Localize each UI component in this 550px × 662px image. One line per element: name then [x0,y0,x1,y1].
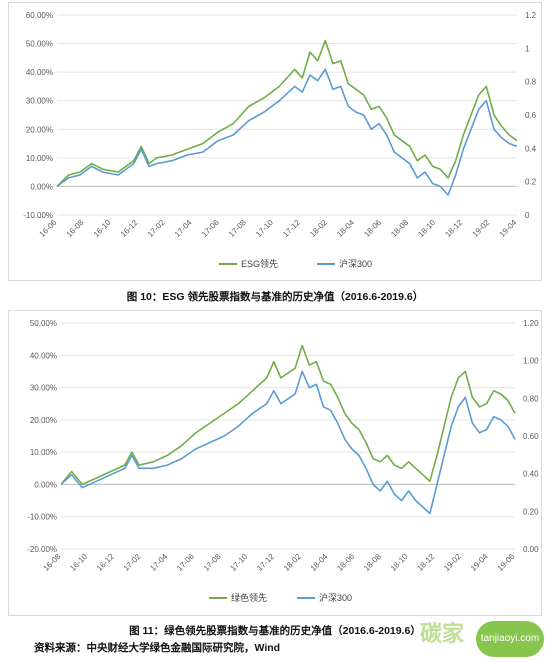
caption-esg: 图 10：ESG 领先股票指数与基准的历史净值（2016.6-2019.6） [126,291,424,303]
x-tick-label: 18-10 [416,218,437,239]
x-tick-label: 19-06 [496,552,517,573]
y-left-tick-label: 0.00% [34,480,57,489]
y-left-tick-label: 40.00% [26,68,53,77]
x-tick-label: 18-08 [362,552,383,573]
x-tick-label: 19-04 [498,218,519,239]
x-tick-label: 17-12 [281,218,302,239]
y-left-tick-label: 10.00% [30,448,57,457]
y-right-tick-label: 0.80 [523,394,539,403]
x-tick-label: 17-10 [229,552,250,573]
x-tick-label: 18-12 [443,218,464,239]
y-left-tick-label: 40.00% [30,351,57,360]
y-right-tick-label: 0 [525,211,530,220]
x-tick-label: 16-10 [68,552,89,573]
watermark-brand: 碳家 [420,622,465,647]
series-line-benchmark [60,370,516,515]
legend-label: ESG领先 [241,258,278,269]
watermark-badge: tanjiaoyi.com [476,621,544,657]
y-left-tick-label: 30.00% [30,384,57,393]
x-tick-label: 16-10 [92,218,113,239]
x-tick-label: 18-12 [415,552,436,573]
y-right-tick-label: 0.40 [523,470,539,479]
legend-label: 沪深300 [339,258,372,269]
x-tick-label: 17-06 [200,218,221,239]
y-right-tick-label: 1 [525,44,530,53]
y-right-tick-label: 0.60 [523,432,539,441]
chart-green: 50.00% 40.00% 30.00% 20.00% 10.00% 0.00% -10.0… [27,319,539,603]
y-right-tick-label: 0.20 [523,507,539,516]
x-tick-label: 18-02 [282,552,303,573]
y-left-tick-label: 50.00% [30,319,57,328]
y-left-tick-label: 0.00% [30,182,53,191]
y-right-tick-label: 0.00 [523,545,539,554]
chart-green-container: 50.00% 40.00% 30.00% 20.00% 10.00% 0.00% -10.0… [8,310,542,616]
series-line-index [56,39,518,187]
caption-green: 图 11：绿色领先股票指数与基准的历史净值（2016.6-2019.6） [129,625,421,637]
y-left-tick-label: -10.00% [27,513,57,522]
x-tick-label: 18-10 [389,552,410,573]
y-right-tick-label: 0.8 [525,78,537,87]
x-tick-label: 16-08 [42,552,63,573]
x-tick-label: 19-04 [469,552,490,573]
x-tick-label: 19-02 [442,552,463,573]
chart-esg-container: 60.00% 50.00% 40.00% 30.00% 20.00% 10.00% 0.00… [8,2,542,281]
x-tick-label: 16-12 [95,552,116,573]
y-left-tick-label: 60.00% [26,11,53,20]
y-left-tick-label: 20.00% [26,125,53,134]
x-tick-label: 16-12 [119,218,140,239]
y-left-tick-label: 10.00% [26,154,53,163]
x-tick-label: 17-04 [173,218,194,239]
x-tick-label: 17-08 [227,218,248,239]
y-left-tick-label: -20.00% [27,545,57,554]
x-tick-label: 18-06 [362,218,383,239]
x-tick-label: 19-02 [471,218,492,239]
y-right-tick-label: 0.2 [525,178,537,187]
x-tick-label: 18-06 [335,552,356,573]
series-line-index [60,344,516,486]
chart-esg: 60.00% 50.00% 40.00% 30.00% 20.00% 10.00% 0.00… [23,11,537,269]
x-tick-label: 17-06 [175,552,196,573]
y-right-tick-label: 1.00 [523,357,539,366]
y-left-tick-label: 30.00% [26,97,53,106]
x-tick-label: 18-04 [309,552,330,573]
y-right-tick-label: 1.2 [525,11,537,20]
y-right-tick-label: 1.20 [523,319,539,328]
x-tick-label: 17-10 [254,218,275,239]
x-tick-label: 18-02 [308,218,329,239]
y-right-tick-label: 0.6 [525,111,537,120]
x-tick-label: 17-04 [148,552,169,573]
y-left-tick-label: -10.00% [23,211,53,220]
x-tick-label: 18-04 [335,218,356,239]
x-tick-label: 17-02 [146,218,167,239]
y-right-tick-label: 0.4 [525,144,537,153]
y-left-tick-label: 50.00% [26,40,53,49]
legend-label: 绿色领先 [231,592,267,603]
y-left-tick-label: 20.00% [30,416,57,425]
x-tick-label: 17-02 [122,552,143,573]
x-tick-label: 17-08 [202,552,223,573]
x-tick-label: 17-12 [255,552,276,573]
series-line-benchmark [56,68,518,196]
x-tick-label: 16-06 [38,218,59,239]
x-tick-label: 16-08 [65,218,86,239]
legend-label: 沪深300 [319,592,352,603]
x-tick-label: 18-08 [389,218,410,239]
source-note: 资料来源：中央财经大学绿色金融国际研究院，Wind [34,642,281,654]
